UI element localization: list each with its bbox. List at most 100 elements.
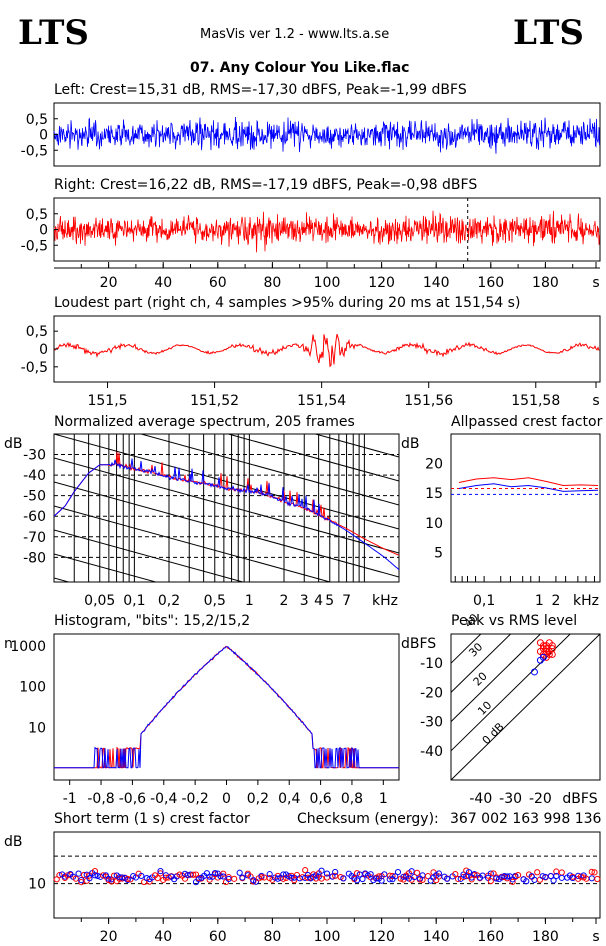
- left-waveform-ytick-label: -0,5: [21, 143, 48, 159]
- spectrum-xtick-label: 5: [325, 593, 334, 609]
- track-title: 07. Any Colour You Like.flac: [190, 60, 410, 76]
- spectrum-ytick-label: -80: [23, 550, 46, 566]
- allpass-xtick-label: 1: [535, 593, 544, 609]
- loudest-part-title: Loudest part (right ch, 4 samples >95% d…: [54, 295, 521, 311]
- crest-short-point: [591, 869, 598, 876]
- crest-short-xtick-label: 60: [209, 929, 227, 945]
- crest-short-point: [86, 875, 93, 882]
- crest-short-point: [280, 875, 287, 882]
- crest-short-point: [332, 872, 339, 879]
- spectrum-slope-line: [54, 505, 332, 582]
- crest-short-point: [353, 877, 361, 884]
- allpass-ytick-label: 15: [425, 486, 443, 502]
- spectrum-ytick-label: -70: [23, 530, 46, 546]
- time-axis-tick-label: 160: [477, 275, 504, 291]
- crest-short-point: [206, 873, 213, 880]
- crest-short-point: [424, 873, 432, 880]
- left-waveform-trace: [53, 116, 600, 154]
- loudest-trace: [53, 333, 600, 368]
- crest-short-point: [588, 875, 595, 882]
- crest-short-ytick-label: 10: [28, 877, 46, 893]
- histogram-title: Histogram, "bits": 15,2/15,2: [54, 613, 251, 629]
- crest-short-point: [329, 873, 336, 880]
- histogram-xtick-label: -0,4: [150, 791, 177, 807]
- crest-short-point: [56, 872, 63, 879]
- peak-rms-point-left: [530, 668, 538, 676]
- crest-short-point: [534, 869, 541, 876]
- right-waveform-ytick-label: 0: [39, 223, 48, 239]
- checksum-value: 367 002 163 998 136: [450, 811, 602, 827]
- spectrum-series-right: [53, 451, 400, 556]
- histogram-xtick-label: -1: [63, 791, 77, 807]
- histogram-xtick-label: 0,4: [278, 791, 300, 807]
- loudest-xtick-label: 151,52: [190, 393, 239, 409]
- peak-rms-xtick-label: -20: [529, 791, 552, 807]
- crest-short-point: [588, 868, 595, 875]
- histogram-xtick-label: -0,6: [119, 791, 146, 807]
- time-axis-tick-label: 100: [314, 275, 341, 291]
- peak-rms-point-right: [536, 639, 544, 647]
- crest-short-point: [124, 876, 131, 884]
- peak-rms-frame: [450, 633, 601, 781]
- peak-rms-xtick-label: -40: [469, 791, 492, 807]
- spectrum-slope-line: [54, 290, 399, 385]
- crest-short-point: [231, 875, 238, 882]
- crest-short-title: Short term (1 s) crest factor: [54, 811, 250, 827]
- peak-rms-ytick-label: -20: [420, 685, 443, 701]
- loudest-xtick-label: s: [592, 393, 599, 409]
- crest-short-point: [435, 870, 443, 877]
- crest-diagonal: [450, 633, 511, 693]
- allpass-series-right: [458, 477, 599, 487]
- spectrum-slope-line: [54, 457, 399, 554]
- spectrum-slope-line: [54, 338, 399, 433]
- crest-short-point: [157, 867, 164, 875]
- time-axis-tick-label: 20: [100, 275, 118, 291]
- spectrum-ytick-label: -40: [23, 468, 46, 484]
- histogram-xtick-label: -0,2: [181, 791, 208, 807]
- spectrum-slope-line: [54, 602, 399, 697]
- crest-short-ylabel: dB: [4, 834, 23, 850]
- peak-rms-ytick-label: -30: [420, 715, 443, 731]
- crest-short-point: [318, 867, 325, 874]
- crest-short-point: [454, 875, 462, 883]
- crest-short-point: [413, 869, 421, 876]
- crest-diagonal: [450, 633, 601, 781]
- histogram-xtick-label: 0,2: [247, 791, 269, 807]
- spectrum-xtick-label: 0,2: [158, 593, 180, 609]
- crest-diagonal-label: 10: [475, 699, 494, 718]
- histogram-ytick-label: 1000: [10, 639, 46, 655]
- spectrum-xtick-label: 7: [342, 593, 351, 609]
- crest-short-point: [323, 870, 331, 877]
- spectrum-slope-line: [54, 553, 158, 582]
- loudest-xtick-label: 151,58: [511, 393, 560, 409]
- peak-rms-ytick-label: -10: [420, 656, 443, 672]
- loudest-ytick-label: 0: [39, 342, 48, 358]
- allpass-series-left: [458, 483, 599, 492]
- histogram-series-right: [54, 645, 399, 769]
- loudest-xtick-label: 151,5: [87, 393, 127, 409]
- allpass-ytick-label: 10: [425, 516, 443, 532]
- right-waveform-ytick-label: -0,5: [21, 238, 48, 254]
- spectrum-xtick-label: 0,05: [84, 593, 115, 609]
- crest-short-point: [53, 876, 60, 883]
- time-axis-tick-label: 40: [154, 275, 172, 291]
- time-axis-tick-label: 140: [423, 275, 450, 291]
- crest-short-point: [558, 874, 565, 881]
- spectrum-xtick-label: 0,5: [204, 593, 226, 609]
- crest-short-point: [381, 871, 388, 878]
- crest-short-point: [411, 873, 418, 881]
- crest-short-point: [408, 868, 415, 875]
- crest-short-point: [91, 867, 99, 875]
- spectrum-xtick-label: 1: [245, 593, 254, 609]
- crest-short-point: [154, 875, 161, 882]
- crest-short-point: [72, 875, 79, 882]
- crest-short-point: [110, 872, 118, 879]
- crest-short-point: [340, 875, 347, 882]
- crest-short-xtick-label: 140: [423, 929, 450, 945]
- app-title: MasVis ver 1.2 - www.lts.a.se: [200, 27, 390, 42]
- crest-short-point: [389, 872, 396, 880]
- crest-short-point: [392, 873, 399, 880]
- crest-short-point: [594, 875, 601, 883]
- peak-rms-ylabel: dBFS: [401, 636, 436, 652]
- crest-short-point: [266, 871, 273, 878]
